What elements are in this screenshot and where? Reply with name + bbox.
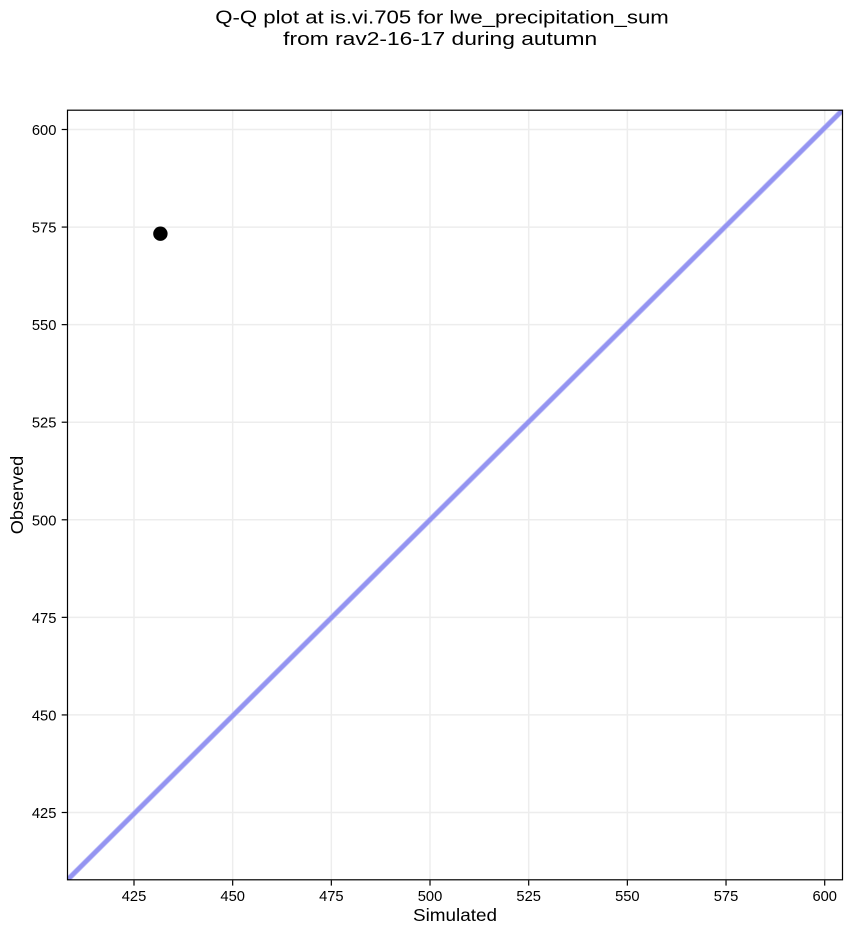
svg-text:475: 475 xyxy=(319,889,344,905)
svg-text:Simulated: Simulated xyxy=(413,905,497,925)
svg-text:450: 450 xyxy=(220,889,245,905)
svg-text:600: 600 xyxy=(32,123,57,139)
svg-text:Q-Q plot at is.vi.705 for lwe_: Q-Q plot at is.vi.705 for lwe_precipitat… xyxy=(215,7,669,29)
svg-text:Observed: Observed xyxy=(7,456,27,535)
svg-text:425: 425 xyxy=(32,806,57,822)
svg-text:450: 450 xyxy=(32,708,57,724)
svg-text:500: 500 xyxy=(418,889,443,905)
svg-text:600: 600 xyxy=(812,889,837,905)
svg-text:525: 525 xyxy=(516,889,541,905)
svg-text:550: 550 xyxy=(615,889,640,905)
svg-text:525: 525 xyxy=(32,416,57,432)
svg-text:550: 550 xyxy=(32,318,57,334)
svg-text:575: 575 xyxy=(32,221,57,237)
svg-text:500: 500 xyxy=(32,513,57,529)
svg-text:425: 425 xyxy=(122,889,147,905)
svg-text:from rav2-16-17 during autumn: from rav2-16-17 during autumn xyxy=(283,28,597,49)
svg-text:575: 575 xyxy=(714,889,739,905)
svg-text:475: 475 xyxy=(32,611,57,627)
